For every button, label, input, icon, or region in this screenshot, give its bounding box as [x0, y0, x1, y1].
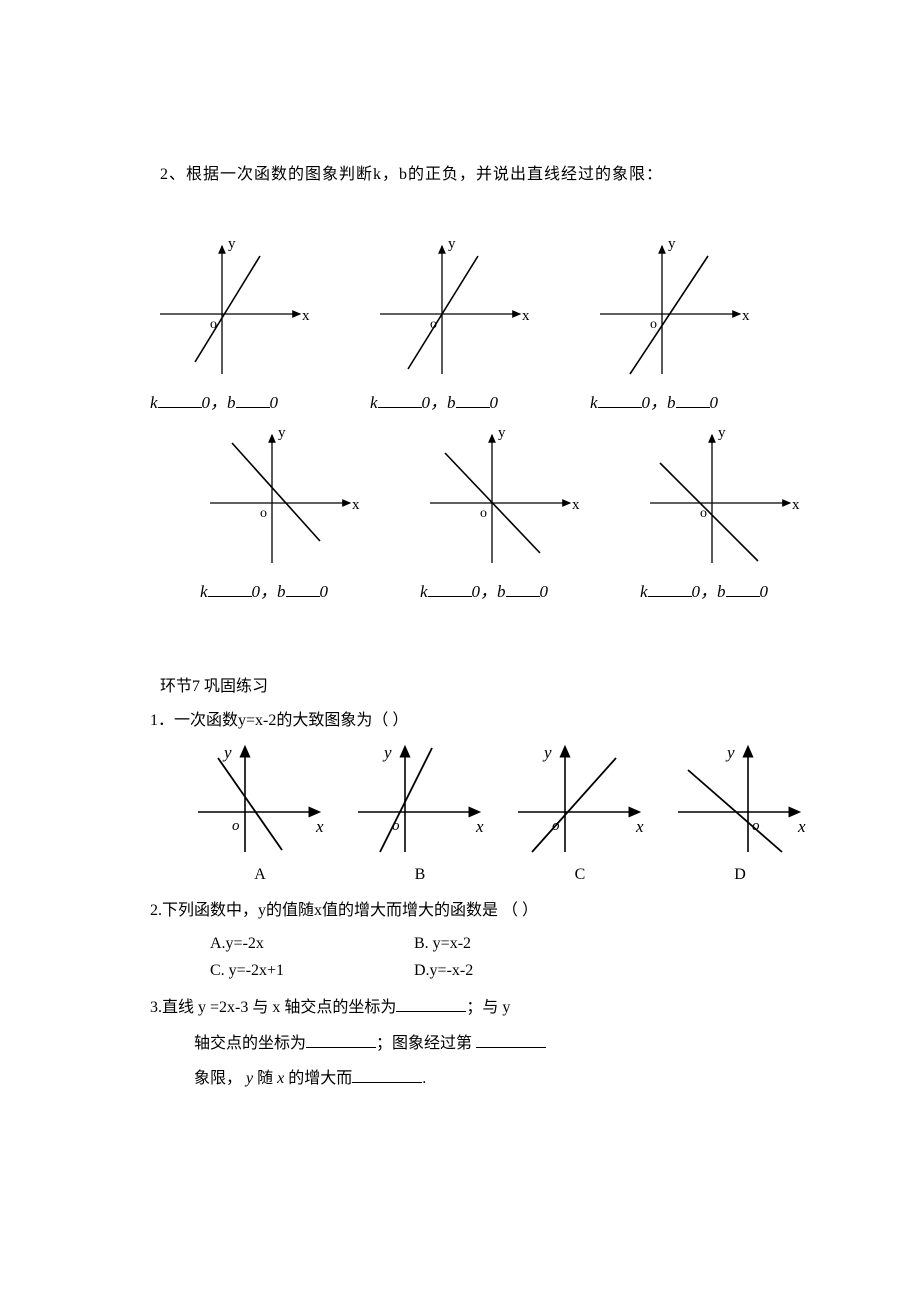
b-label: b	[227, 393, 236, 412]
q3-line2a: 轴交点的坐标为	[194, 1035, 306, 1052]
svg-text:y: y	[222, 743, 232, 762]
svg-text:x: x	[572, 497, 580, 513]
zero: 0	[270, 393, 279, 412]
svg-text:o: o	[210, 317, 217, 332]
q1-graph-B: y x o B	[340, 740, 500, 884]
q2-graph-1: y x o k0，b0	[150, 234, 340, 413]
svg-text:o: o	[700, 506, 707, 521]
opt-a: A.y=-2x	[210, 930, 410, 957]
svg-text:x: x	[635, 817, 644, 836]
svg-text:y: y	[542, 743, 552, 762]
svg-text:o: o	[232, 818, 240, 834]
blank	[476, 1032, 546, 1047]
sec7-q3: 3.直线 y =2x-3 与 x 轴交点的坐标为 ；与 y 轴交点的坐标为 ；图象经…	[150, 990, 830, 1096]
svg-text:y: y	[498, 425, 506, 441]
svg-text:y: y	[725, 743, 735, 762]
q1-graph-A: y x o A	[180, 740, 340, 884]
kb-caption: k0，b0	[590, 388, 718, 413]
section-7: 环节7 巩固练习 1．一次函数y=x-2的大致图象为（ ） y x o A	[150, 672, 830, 1096]
zero: 0	[202, 393, 211, 412]
opt-b: B. y=x-2	[414, 935, 471, 952]
svg-text:y: y	[668, 236, 676, 252]
svg-text:o: o	[752, 818, 760, 834]
blank	[158, 392, 202, 408]
option-label: B	[415, 866, 426, 884]
blank	[236, 392, 270, 408]
option-label: C	[575, 866, 586, 884]
svg-text:x: x	[315, 817, 324, 836]
q2-graph-2: y x o k0，b0	[370, 234, 560, 413]
q3-line3b: 随	[253, 1070, 277, 1087]
kb-caption: k0，b0	[150, 388, 278, 413]
sec7-q2-options: A.y=-2x B. y=x-2 C. y=-2x+1 D.y=-x-2	[210, 930, 830, 984]
q2-graph-3: y x o k0，b0	[590, 234, 780, 413]
blank	[306, 1032, 376, 1047]
sec7-q2-text: 2.下列函数中，y的值随x值的增大而增大的函数是 （ ）	[150, 896, 830, 920]
blank	[352, 1067, 422, 1082]
option-label: D	[734, 866, 746, 884]
svg-text:y: y	[278, 425, 286, 441]
q2-graph-6: y x o k0，b0	[640, 423, 830, 602]
kb-caption: k0，b0	[420, 577, 548, 602]
q2-graph-5: y x o k0，b0	[420, 423, 610, 602]
svg-text:o: o	[260, 506, 267, 521]
svg-text:x: x	[302, 308, 310, 324]
opt-d: D.y=-x-2	[414, 962, 473, 979]
q2-title: 2、根据一次函数的图象判断k，b的正负，并说出直线经过的象限：	[160, 160, 830, 184]
svg-text:y: y	[448, 236, 456, 252]
q3-period: .	[422, 1070, 426, 1087]
svg-text:o: o	[430, 317, 437, 332]
comma: ，	[210, 393, 227, 412]
kb-caption: k0，b0	[640, 577, 768, 602]
svg-text:x: x	[742, 308, 750, 324]
q1-graph-C: y x o C	[500, 740, 660, 884]
svg-text:x: x	[475, 817, 484, 836]
svg-text:o: o	[480, 506, 487, 521]
k-label: k	[150, 393, 158, 412]
q1-graph-D: y x o D	[660, 740, 820, 884]
svg-text:o: o	[552, 818, 560, 834]
q3-line1b: ；与 y	[466, 999, 510, 1016]
q3-line2b: ；图象经过第	[376, 1035, 476, 1052]
section-7-heading: 环节7 巩固练习	[160, 672, 830, 696]
kb-caption: k0，b0	[200, 577, 328, 602]
svg-text:x: x	[792, 497, 800, 513]
q3-line1a: 3.直线 y =2x-3 与 x 轴交点的坐标为	[150, 999, 396, 1016]
svg-text:x: x	[352, 497, 360, 513]
opt-c: C. y=-2x+1	[210, 957, 410, 984]
svg-text:y: y	[228, 236, 236, 252]
option-label: A	[254, 866, 266, 884]
svg-text:o: o	[650, 317, 657, 332]
q3-line3a: 象限，	[194, 1070, 246, 1087]
q2-graph-4: y x o k0，b0	[200, 423, 390, 602]
svg-text:y: y	[718, 425, 726, 441]
q3-line3c: 的增大而	[284, 1070, 352, 1087]
svg-text:y: y	[382, 743, 392, 762]
sec7-q1-graphs: y x o A y x o B	[180, 740, 830, 884]
svg-text:x: x	[522, 308, 530, 324]
q2-graph-row-2: y x o k0，b0 y x o k0，b0	[200, 423, 830, 602]
kb-caption: k0，b0	[370, 388, 498, 413]
svg-text:o: o	[392, 818, 400, 834]
sec7-q1-text: 1．一次函数y=x-2的大致图象为（ ）	[150, 706, 830, 730]
q2-graph-row-1: y x o k0，b0 y x o k0，b0	[150, 234, 830, 413]
svg-text:x: x	[797, 817, 806, 836]
blank	[396, 997, 466, 1012]
